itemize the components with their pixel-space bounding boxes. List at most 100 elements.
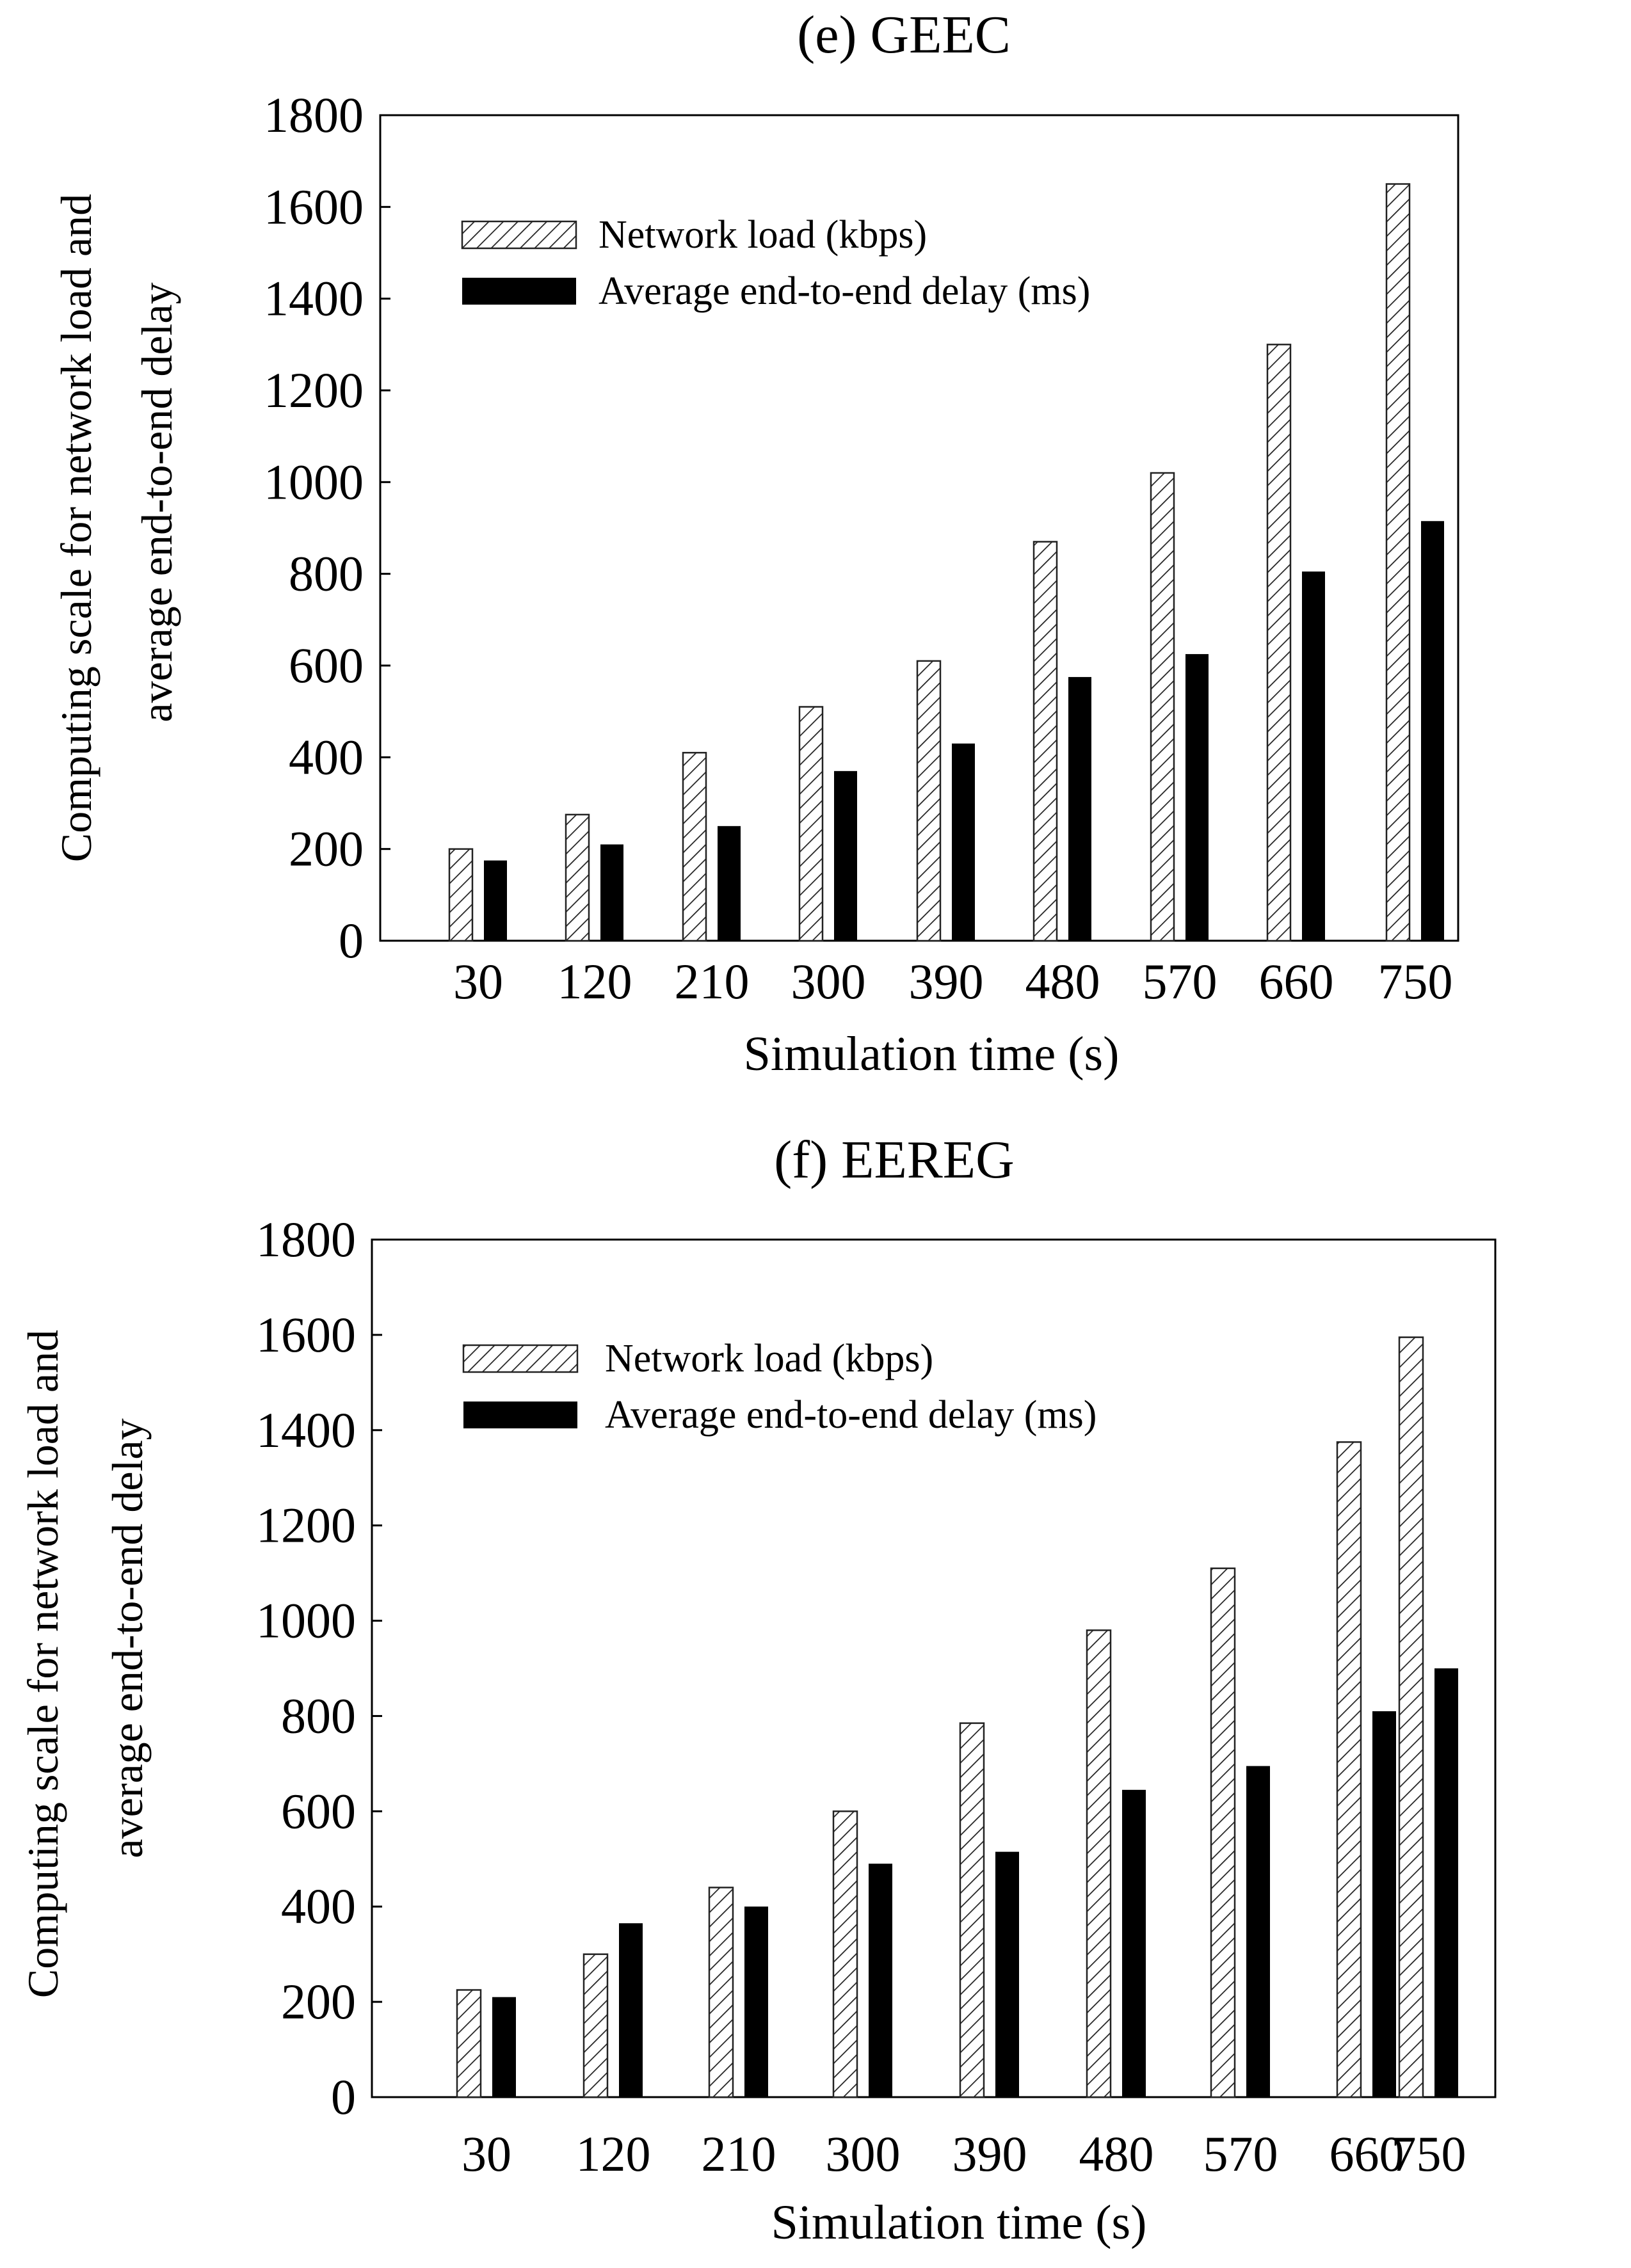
- bar-average-delay-480: [1122, 1789, 1146, 2097]
- bar-network-load-300: [832, 1810, 858, 2098]
- bars: [448, 183, 1444, 942]
- legend: Network load (kbps) Average end-to-end d…: [461, 213, 1090, 313]
- y-tick-label: 400: [281, 1878, 356, 1934]
- y-tick-label: 1600: [264, 179, 364, 234]
- y-axis-label-line2: average end-to-end delay: [103, 1418, 152, 1858]
- legend-swatch-solid: [462, 278, 576, 305]
- bar-average-delay-30: [492, 1997, 516, 2097]
- bar-average-delay-660: [1372, 1711, 1396, 2097]
- y-tick-label: 1000: [264, 454, 364, 509]
- bar-average-delay-300: [869, 1864, 892, 2097]
- bar-network-load-300: [798, 706, 824, 942]
- bar-network-load-120: [565, 813, 590, 942]
- chart-geec: (e) GEEC 0 200 400 600 800 1000 1200 1400 1600 18…: [52, 5, 1459, 1081]
- chart-eereg: (f) EEREG 0 200 400 600 800 1000 1200 1400 1600 1…: [19, 1130, 1497, 2249]
- bar-network-load-390: [959, 1722, 985, 2098]
- legend-label: Network load (kbps): [605, 1337, 933, 1380]
- x-tick-label: 480: [1025, 954, 1100, 1009]
- bar-network-load-210: [708, 1887, 734, 2098]
- chart-title: (e) GEEC: [797, 5, 1011, 65]
- plot-frame: [371, 1238, 1497, 2098]
- y-tick-label: 1000: [256, 1593, 356, 1649]
- bar-average-delay-210: [718, 826, 741, 941]
- bar-network-load-750: [1385, 183, 1411, 942]
- y-tick-label: 800: [281, 1688, 356, 1743]
- x-tick-label: 30: [462, 2126, 511, 2182]
- y-axis-label-line2: average end-to-end delay: [133, 282, 181, 722]
- x-tick-label: 750: [1378, 954, 1453, 1009]
- bar-network-load-30: [456, 1989, 482, 2098]
- bar-network-load-390: [916, 660, 942, 942]
- x-tick-label: 210: [675, 954, 750, 1009]
- bar-average-delay-210: [744, 1906, 768, 2097]
- bar-average-delay-30: [484, 860, 507, 941]
- legend-label: Average end-to-end delay (ms): [605, 1393, 1097, 1437]
- y-tick-label: 1800: [264, 87, 364, 143]
- bars: [456, 1336, 1458, 2098]
- y-tick-label: 1800: [256, 1211, 356, 1267]
- y-tick-label: 200: [281, 1974, 356, 2029]
- x-tick-label: 750: [1392, 2126, 1466, 2182]
- y-axis-label-line1: Computing scale for network load and: [52, 194, 100, 862]
- y-axis-label-line1: Computing scale for network load and: [19, 1330, 67, 1998]
- bar-average-delay-120: [619, 1923, 643, 2097]
- bar-network-load-660: [1266, 344, 1292, 942]
- x-tick-label: 30: [453, 954, 503, 1009]
- x-tick-label: 480: [1079, 2126, 1154, 2182]
- x-tick-label: 660: [1259, 954, 1334, 1009]
- y-tick-label: 0: [331, 2069, 356, 2125]
- y-tick-label: 400: [289, 729, 364, 785]
- x-tick-label: 660: [1330, 2126, 1404, 2182]
- x-tick-label: 120: [558, 954, 632, 1009]
- bar-network-load-570: [1150, 472, 1175, 942]
- x-axis-label: Simulation time (s): [771, 2196, 1147, 2249]
- chart-title: (f) EEREG: [774, 1130, 1015, 1190]
- legend-swatch-hatched: [461, 220, 577, 250]
- legend-swatch-solid: [463, 1402, 577, 1428]
- y-tick-label: 200: [289, 821, 364, 877]
- x-tick-label: 120: [576, 2126, 651, 2182]
- bar-network-load-570: [1210, 1567, 1236, 2098]
- x-tick-label: 300: [826, 2126, 901, 2182]
- x-tick-label: 390: [909, 954, 984, 1009]
- bar-network-load-480: [1086, 1629, 1112, 2098]
- bar-average-delay-390: [995, 1851, 1019, 2097]
- x-tick-label: 570: [1143, 954, 1217, 1009]
- bar-network-load-660: [1336, 1441, 1362, 2098]
- bar-average-delay-570: [1185, 654, 1209, 941]
- y-tick-label: 1200: [264, 362, 364, 418]
- bar-network-load-210: [682, 751, 707, 942]
- bar-average-delay-750: [1434, 1668, 1458, 2097]
- y-tick-label: 600: [281, 1783, 356, 1839]
- y-tick-label: 600: [289, 637, 364, 693]
- x-tick-label: 210: [702, 2126, 776, 2182]
- bar-average-delay-570: [1246, 1766, 1270, 2097]
- y-axis-ticks: 0 200 400 600 800 1000 1200 1400 1600 1800: [264, 87, 390, 968]
- x-tick-label: 570: [1203, 2126, 1278, 2182]
- bar-network-load-480: [1032, 541, 1058, 942]
- y-axis-ticks: 0 200 400 600 800 1000 1200 1400 1600 1800: [256, 1211, 382, 2125]
- y-tick-label: 1200: [256, 1497, 356, 1553]
- bar-average-delay-750: [1421, 521, 1444, 941]
- bar-average-delay-390: [952, 743, 975, 941]
- legend-label: Network load (kbps): [599, 213, 927, 257]
- y-tick-label: 1400: [256, 1402, 356, 1458]
- bar-average-delay-480: [1068, 676, 1091, 941]
- y-tick-label: 1400: [264, 271, 364, 326]
- bar-average-delay-120: [600, 844, 623, 941]
- bar-network-load-120: [582, 1953, 609, 2098]
- legend-swatch-hatched: [462, 1344, 579, 1373]
- y-tick-label: 0: [339, 913, 364, 968]
- legend-label: Average end-to-end delay (ms): [599, 269, 1090, 313]
- y-tick-label: 1600: [256, 1307, 356, 1362]
- x-tick-label: 390: [952, 2126, 1027, 2182]
- y-tick-label: 800: [289, 546, 364, 602]
- bar-average-delay-300: [834, 771, 857, 941]
- x-axis-label: Simulation time (s): [744, 1027, 1120, 1081]
- bar-average-delay-660: [1302, 571, 1325, 941]
- legend: Network load (kbps) Average end-to-end d…: [462, 1337, 1097, 1437]
- bar-network-load-750: [1398, 1336, 1424, 2098]
